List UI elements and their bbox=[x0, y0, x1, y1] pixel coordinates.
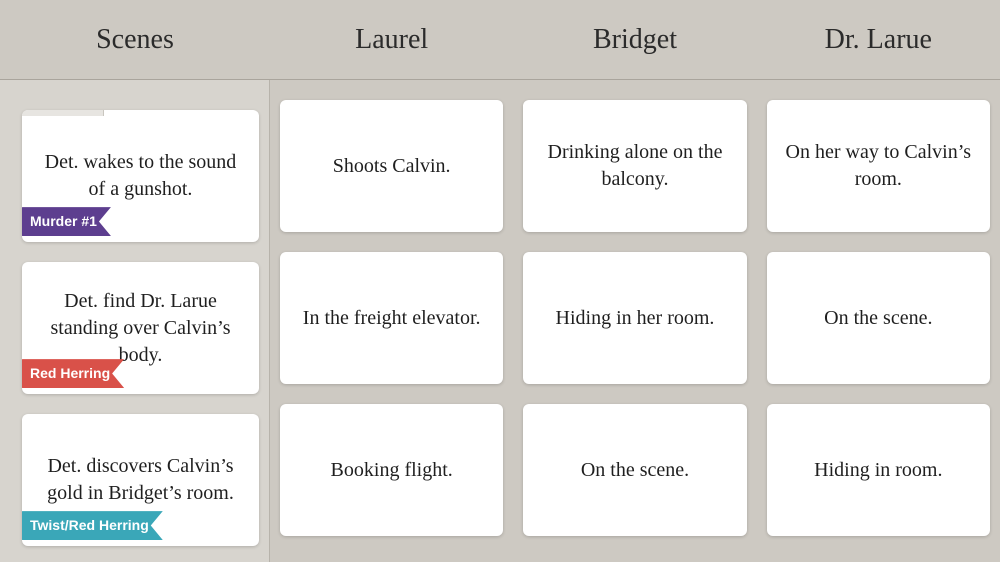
column-scenes: Chapter 2 Det. wakes to the sound of a g… bbox=[0, 80, 270, 562]
beat-card-text: Drinking alone on the balcony. bbox=[541, 139, 728, 193]
column-laurel: Shoots Calvin. In the freight elevator. … bbox=[270, 80, 513, 562]
column-header-drlarue[interactable]: Dr. Larue bbox=[757, 0, 1000, 79]
column-drlarue: On her way to Calvin’s room. On the scen… bbox=[757, 80, 1000, 562]
scene-card-wrapper: Det. discovers Calvin’s gold in Bridget’… bbox=[10, 414, 259, 546]
beat-card-text: On the scene. bbox=[581, 457, 689, 484]
column-header-scenes[interactable]: Scenes bbox=[0, 0, 270, 79]
scene-card[interactable]: Det. find Dr. Larue standing over Calvin… bbox=[22, 262, 259, 394]
column-header-bridget[interactable]: Bridget bbox=[513, 0, 756, 79]
column-bridget: Drinking alone on the balcony. Hiding in… bbox=[513, 80, 756, 562]
beat-card-text: Hiding in her room. bbox=[556, 305, 715, 332]
beat-card[interactable]: Shoots Calvin. bbox=[280, 100, 503, 232]
column-header-laurel[interactable]: Laurel bbox=[270, 0, 513, 79]
beat-card[interactable]: Hiding in room. bbox=[767, 404, 990, 536]
beat-card[interactable]: On her way to Calvin’s room. bbox=[767, 100, 990, 232]
scene-card[interactable]: Det. discovers Calvin’s gold in Bridget’… bbox=[22, 414, 259, 546]
beat-card[interactable]: On the scene. bbox=[767, 252, 990, 384]
beat-card[interactable]: Hiding in her room. bbox=[523, 252, 746, 384]
scene-card-wrapper: Chapter 2 Det. wakes to the sound of a g… bbox=[10, 110, 259, 242]
beat-card[interactable]: In the freight elevator. bbox=[280, 252, 503, 384]
scene-card[interactable]: Chapter 2 Det. wakes to the sound of a g… bbox=[22, 110, 259, 242]
beat-card[interactable]: Booking flight. bbox=[280, 404, 503, 536]
board-body: Chapter 2 Det. wakes to the sound of a g… bbox=[0, 80, 1000, 562]
beat-card-text: Shoots Calvin. bbox=[333, 153, 451, 180]
chapter-tab[interactable]: Chapter 2 bbox=[22, 110, 104, 116]
scene-card-wrapper: Det. find Dr. Larue standing over Calvin… bbox=[10, 262, 259, 394]
scene-tag[interactable]: Red Herring bbox=[22, 359, 124, 388]
beat-card-text: On the scene. bbox=[824, 305, 932, 332]
beat-card-text: Booking flight. bbox=[331, 457, 453, 484]
beat-card-text: In the freight elevator. bbox=[303, 305, 481, 332]
beat-card[interactable]: Drinking alone on the balcony. bbox=[523, 100, 746, 232]
beat-card-text: Hiding in room. bbox=[814, 457, 942, 484]
beat-card[interactable]: On the scene. bbox=[523, 404, 746, 536]
scene-card-text: Det. discovers Calvin’s gold in Bridget’… bbox=[40, 453, 241, 507]
scene-card-text: Det. find Dr. Larue standing over Calvin… bbox=[40, 288, 241, 369]
scene-card-text: Det. wakes to the sound of a gunshot. bbox=[40, 149, 241, 203]
column-header-row: Scenes Laurel Bridget Dr. Larue bbox=[0, 0, 1000, 80]
scene-tag[interactable]: Murder #1 bbox=[22, 207, 111, 236]
beat-card-text: On her way to Calvin’s room. bbox=[785, 139, 972, 193]
scene-tag[interactable]: Twist/Red Herring bbox=[22, 511, 163, 540]
